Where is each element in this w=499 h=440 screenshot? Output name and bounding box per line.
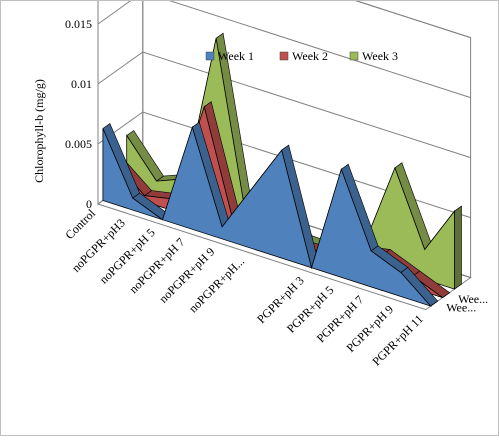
y-tick-label: 0.015 (65, 17, 92, 31)
x-tick-label: Control (62, 206, 98, 242)
gridline (97, 51, 471, 159)
series-1-front (102, 125, 432, 307)
series-3-end-cap (454, 205, 462, 290)
gridline (352, 0, 471, 39)
depth-axis-label: Wee... (446, 301, 476, 315)
y-tick-label: 0 (86, 197, 92, 211)
legend-swatch-2 (279, 51, 289, 61)
legend-swatch-3 (349, 51, 359, 61)
legend-label-1: Week 1 (218, 49, 254, 63)
chart-areas (102, 32, 462, 307)
legend-swatch-1 (205, 51, 215, 61)
y-tick-label: 0.005 (65, 137, 92, 151)
legend: Week 1 Week 2 Week 3 (205, 49, 398, 63)
depth-axis-label: Wee... (458, 292, 488, 306)
series-1-end-cap (430, 300, 438, 307)
series-2-end-cap (442, 292, 450, 298)
legend-label-2: Week 2 (292, 49, 328, 63)
y-axis-title: Chlorophyll-b (mg/g) (32, 79, 46, 183)
gridline (97, 0, 471, 99)
series-1-area (102, 121, 439, 307)
y-tick-label: 0.01 (71, 77, 92, 91)
depth-axis-labels: Wee...Wee... (446, 292, 488, 315)
legend-label-3: Week 3 (362, 49, 398, 63)
